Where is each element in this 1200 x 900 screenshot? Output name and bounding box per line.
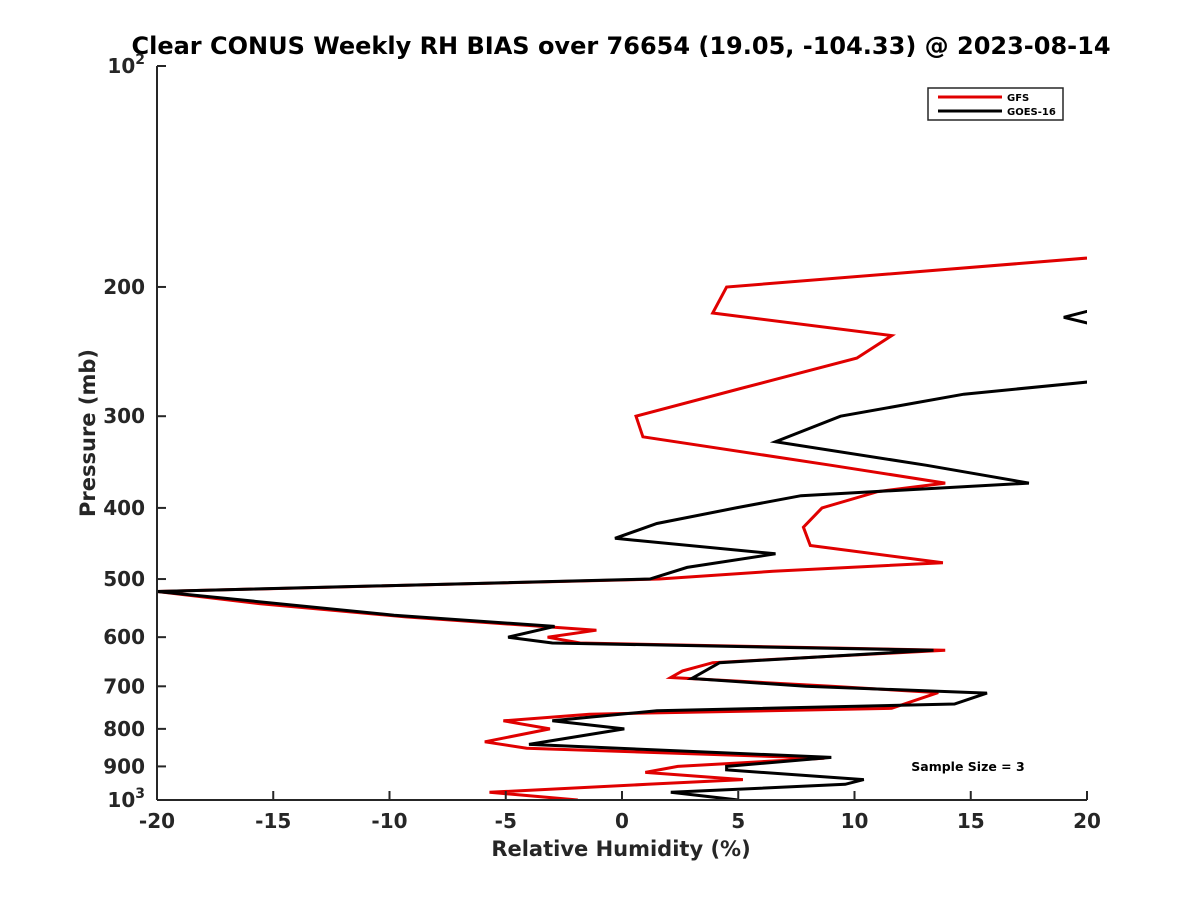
x-tick-label: -15	[255, 809, 291, 833]
series-line-gfs	[157, 256, 1087, 800]
chart-title: Clear CONUS Weekly RH BIAS over 76654 (1…	[131, 32, 1110, 60]
y-axis-ticks: 102 200 300 400 500 600 700 800 900 103	[103, 52, 166, 812]
legend: GFS GOES-16	[927, 87, 1064, 121]
y-tick-label: 200	[103, 275, 145, 299]
legend-box	[927, 87, 1064, 121]
y-tick-label: 900	[103, 754, 145, 778]
y-tick-label: 103	[107, 786, 145, 812]
sample-size-annotation: Sample Size = 3	[911, 759, 1024, 774]
x-tick-label: 15	[957, 809, 985, 833]
x-tick-label: -5	[495, 809, 517, 833]
x-tick-label: -10	[371, 809, 407, 833]
y-axis-label: Pressure (mb)	[76, 349, 100, 517]
series-line-goes16	[157, 309, 1087, 800]
y-tick-label: 600	[103, 625, 145, 649]
x-tick-label: 5	[731, 809, 745, 833]
plot-area	[157, 256, 1087, 800]
y-tick-label: 800	[103, 717, 145, 741]
legend-label-goes16: GOES-16	[1007, 107, 1056, 118]
x-tick-label: 0	[615, 809, 629, 833]
x-axis-ticks: -20 -15 -10 -5 0 5 10 15 20	[139, 791, 1101, 833]
y-tick-label: 500	[103, 567, 145, 591]
x-tick-label: -20	[139, 809, 175, 833]
y-tick-label: 102	[107, 52, 145, 78]
x-axis-label: Relative Humidity (%)	[491, 837, 750, 861]
legend-label-gfs: GFS	[1007, 93, 1029, 104]
x-tick-label: 10	[841, 809, 869, 833]
y-tick-label: 700	[103, 674, 145, 698]
x-tick-label: 20	[1073, 809, 1101, 833]
y-tick-label: 400	[103, 496, 145, 520]
y-tick-label: 300	[103, 404, 145, 428]
